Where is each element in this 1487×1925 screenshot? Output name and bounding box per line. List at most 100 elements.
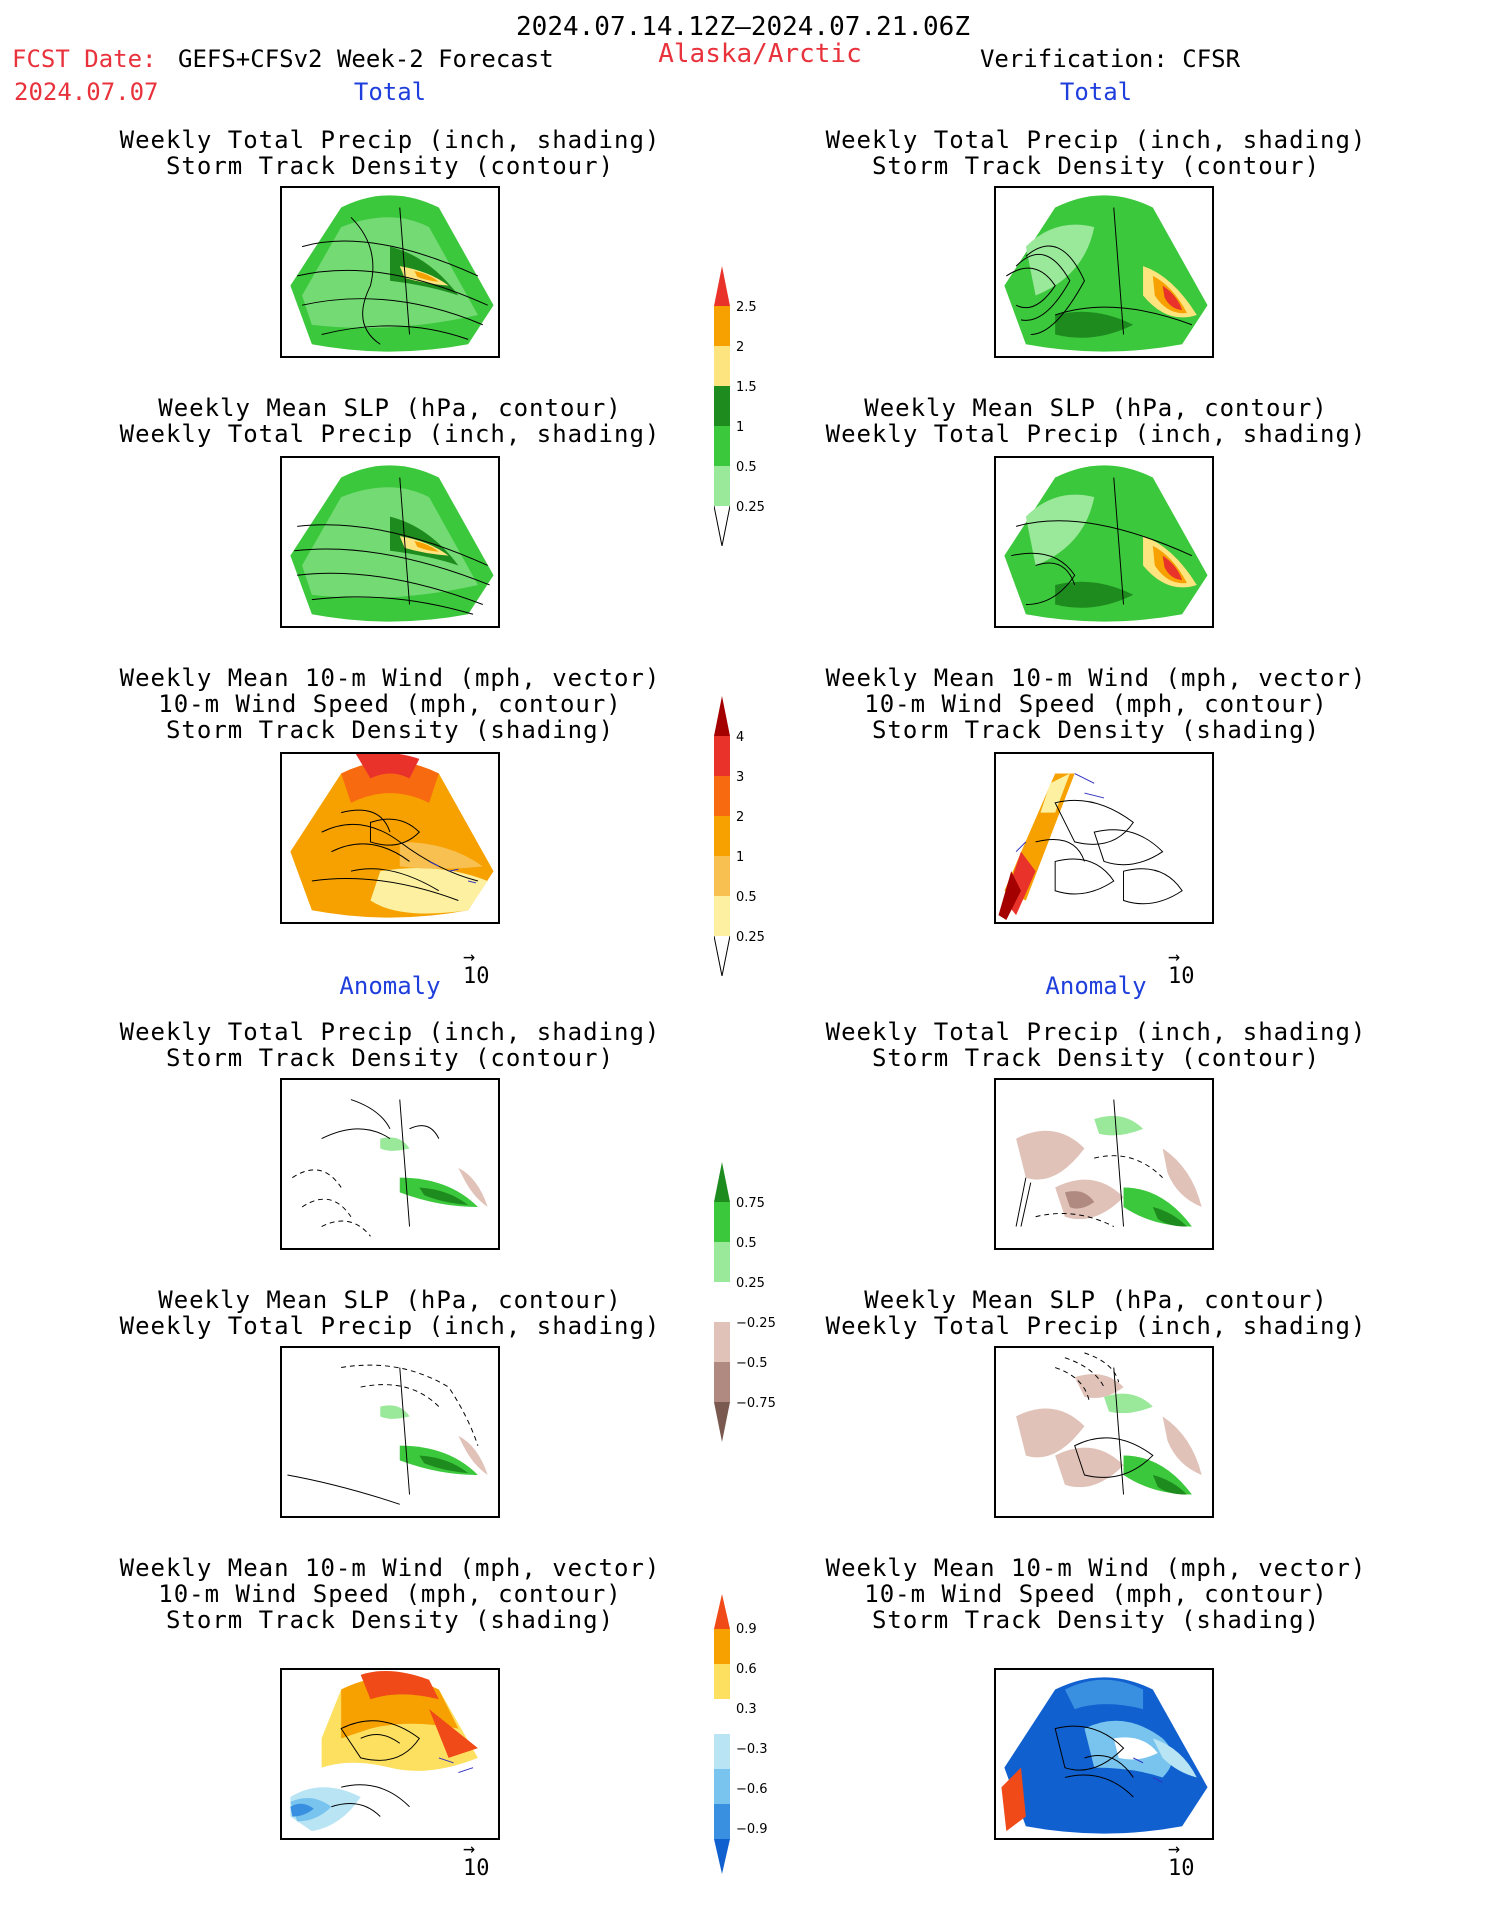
colorbar-tick: 2 [736,340,745,355]
panel-title-line: 10-m Wind Speed (mph, contour) [158,690,622,718]
panel-title-line: Weekly Mean 10-m Wind (mph, vector) [825,1554,1367,1582]
map-fcst-anom-precip-storm [280,1078,500,1250]
vector-ref-arrow-icon: → [463,1836,476,1860]
panel-title-line: 10-m Wind Speed (mph, contour) [864,1580,1328,1608]
section-total-right: Total [1059,78,1133,106]
colorbar-swatch [714,1402,730,1442]
colorbar-tick: −0.3 [736,1742,768,1757]
panel-title-line: Weekly Total Precip (inch, shading) [119,1018,661,1046]
colorbar-tick: 0.25 [736,930,765,945]
panel-title-line: Storm Track Density (shading) [165,716,615,744]
colorbar-total-storm [713,696,731,980]
panel-title-line: Storm Track Density (shading) [165,1606,615,1634]
colorbar-tick: 0.3 [736,1702,757,1717]
colorbar-tick: 0.6 [736,1662,757,1677]
map-fcst-anom-wind-storm [280,1668,500,1840]
colorbar-swatch [714,816,730,856]
map-verif-total-slp-precip [994,456,1214,628]
colorbar-swatch [714,1804,730,1839]
colorbar-tick: 1 [736,420,745,435]
colorbar-swatch [714,1699,730,1734]
vector-ref-label: 10 [463,964,490,989]
vector-ref-arrow-icon: → [1168,1836,1181,1860]
fcst-date: 2024.07.07 [14,78,159,106]
fcst-label: FCST Date: [12,45,157,73]
section-total-left: Total [353,78,427,106]
colorbar-swatch [714,736,730,776]
model-label: GEFS+CFSv2 Week-2 Forecast [178,45,554,73]
colorbar-swatch [714,776,730,816]
colorbar-swatch [714,1734,730,1769]
colorbar-swatch [714,896,730,936]
colorbar-tick: 0.5 [736,460,757,475]
colorbar-swatch [714,1629,730,1664]
section-anomaly-left: Anomaly [339,972,441,1000]
vector-ref-label: 10 [1168,1856,1195,1881]
colorbar-swatch [714,1202,730,1242]
colorbar-tick: 0.25 [736,500,765,515]
colorbar-tick: 0.25 [736,1276,765,1291]
colorbar-swatch [714,1664,730,1699]
panel-title-line: Storm Track Density (contour) [165,152,615,180]
colorbar-swatch [714,1162,730,1202]
colorbar-swatch [714,856,730,896]
region-label: Alaska/Arctic [658,39,862,69]
panel-title-line: Weekly Total Precip (inch, shading) [825,420,1367,448]
colorbar-swatch [714,1594,730,1629]
panel-title-line: Storm Track Density (contour) [871,1044,1321,1072]
colorbar-swatch [714,1282,730,1322]
vector-ref-label: 10 [1168,964,1195,989]
colorbar-swatch [714,1322,730,1362]
map-verif-anom-wind-storm [994,1668,1214,1840]
section-anomaly-right: Anomaly [1045,972,1147,1000]
panel-title-line: Storm Track Density (shading) [871,1606,1321,1634]
panel-title-line: Storm Track Density (contour) [165,1044,615,1072]
colorbar-tick: 2.5 [736,300,757,315]
map-fcst-total-wind-storm [280,752,500,924]
colorbar-tick: 0.5 [736,890,757,905]
colorbar-tick: 3 [736,770,745,785]
colorbar-swatch [714,1362,730,1402]
panel-title-line: Weekly Mean SLP (hPa, contour) [864,1286,1328,1314]
colorbar-anom-precip [714,1162,730,1446]
map-fcst-total-slp-precip [280,456,500,628]
colorbar-swatch [714,1769,730,1804]
colorbar-swatch [714,266,730,306]
panel-title-line: Weekly Mean SLP (hPa, contour) [158,1286,622,1314]
vector-ref-arrow-icon: → [1168,944,1181,968]
panel-title-line: 10-m Wind Speed (mph, contour) [158,1580,622,1608]
colorbar-swatch [714,306,730,346]
panel-title-line: Weekly Mean SLP (hPa, contour) [158,394,622,422]
colorbar-tick: −0.25 [736,1316,776,1331]
colorbar-tick: 0.75 [736,1196,765,1211]
panel-title-line: 10-m Wind Speed (mph, contour) [864,690,1328,718]
colorbar-tick: −0.5 [736,1356,768,1371]
map-verif-total-precip-storm [994,186,1214,358]
colorbar-tick: 1 [736,850,745,865]
panel-title-line: Storm Track Density (shading) [871,716,1321,744]
panel-title-line: Weekly Total Precip (inch, shading) [119,420,661,448]
panel-title-line: Weekly Mean 10-m Wind (mph, vector) [119,1554,661,1582]
map-verif-total-wind-storm [994,752,1214,924]
colorbar-swatch [714,346,730,386]
colorbar-tick: 4 [736,730,745,745]
colorbar-tick: −0.75 [736,1396,776,1411]
period-title: 2024.07.14.12Z–2024.07.21.06Z [516,12,970,42]
verification-label: Verification: CFSR [979,45,1241,73]
map-verif-anom-slp-precip [994,1346,1214,1518]
colorbar-swatch [714,426,730,466]
vector-ref-label: 10 [463,1856,490,1881]
colorbar-swatch [714,696,730,736]
colorbar-tick: −0.6 [736,1782,768,1797]
colorbar-tick: 0.5 [736,1236,757,1251]
panel-title-line: Weekly Total Precip (inch, shading) [119,126,661,154]
colorbar-swatch [714,1242,730,1282]
map-verif-anom-precip-storm [994,1078,1214,1250]
colorbar-tick: 2 [736,810,745,825]
panel-title-line: Weekly Total Precip (inch, shading) [825,126,1367,154]
panel-title-line: Weekly Mean 10-m Wind (mph, vector) [825,664,1367,692]
colorbar-tick: −0.9 [736,1822,768,1837]
colorbar-total-precip [713,266,731,550]
panel-title-line: Weekly Mean SLP (hPa, contour) [864,394,1328,422]
panel-title-line: Weekly Mean 10-m Wind (mph, vector) [119,664,661,692]
